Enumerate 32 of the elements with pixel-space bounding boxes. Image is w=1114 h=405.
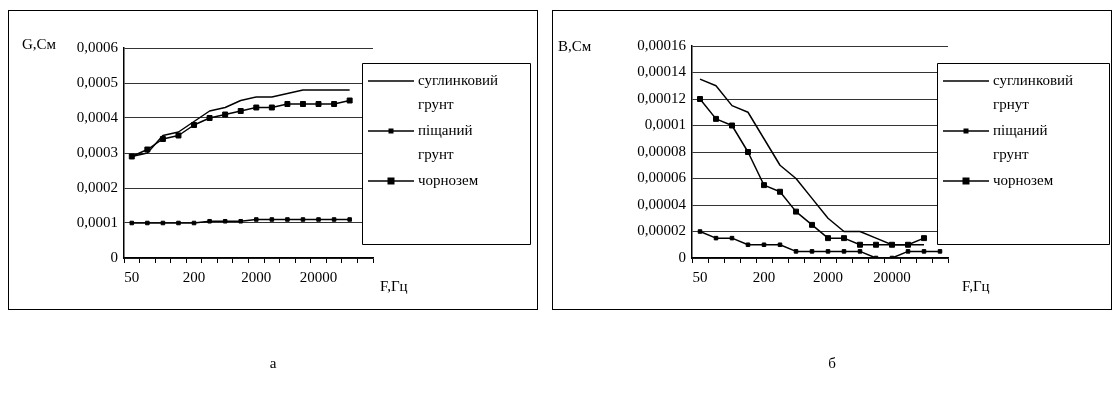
- y-tick-label: 0,0005: [76, 73, 118, 90]
- text: б: [827, 355, 837, 372]
- y-tick-label: 0,00016: [637, 36, 687, 53]
- y-tick-label: 0,0002: [76, 178, 118, 195]
- x-tick-label: 200: [752, 268, 776, 285]
- y-tick-label: 0,00008: [637, 142, 686, 159]
- y-tick-label: 0,0001: [76, 213, 118, 230]
- y-tick-label: 0,00014: [637, 63, 687, 80]
- legend-label: чорнозем: [418, 171, 479, 188]
- x-tick-label: 20000: [299, 268, 338, 285]
- x-axis-title: F,Гц: [380, 278, 408, 295]
- y-tick-label: 0,0006: [76, 38, 119, 55]
- y-tick-label: 0,00012: [637, 89, 686, 106]
- x-tick-label: 2000: [813, 268, 843, 285]
- y-tick-label: 0,0004: [76, 108, 119, 125]
- x-tick-label: 50: [692, 268, 708, 285]
- legend-label: чорнозем: [993, 171, 1054, 188]
- y-tick-label: 0,0001: [644, 116, 686, 133]
- x-tick-label: 2000: [241, 268, 272, 285]
- y-axis-title: G,См: [22, 36, 57, 53]
- y-tick-label: 0: [678, 248, 686, 265]
- x-tick-label: 200: [182, 268, 206, 285]
- text: а: [268, 355, 278, 372]
- y-tick-label: 0,00006: [637, 169, 687, 186]
- y-tick-label: 0: [110, 248, 118, 265]
- y-tick-label: 0,00004: [637, 195, 687, 212]
- x-tick-label: 20000: [873, 268, 911, 285]
- x-tick-label: 50: [124, 268, 140, 285]
- x-axis-title: F,Гц: [962, 278, 990, 295]
- y-tick-label: 0,0003: [76, 143, 118, 160]
- y-tick-label: 0,00002: [637, 222, 686, 239]
- y-axis-title: В,См: [558, 38, 592, 55]
